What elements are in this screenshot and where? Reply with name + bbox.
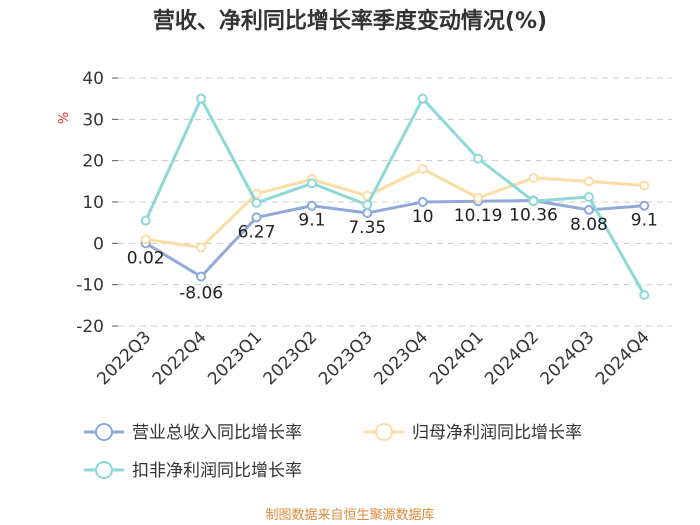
source-note: 制图数据来自恒生聚源数据库 — [265, 507, 434, 523]
series-line — [144, 97, 646, 296]
data-point — [417, 163, 428, 174]
series-3 — [140, 93, 650, 300]
legend-item: 扣非净利润同比增长率 — [84, 461, 302, 481]
y-axis-unit: % — [57, 112, 72, 124]
data-point — [362, 207, 373, 218]
data-point — [473, 153, 484, 164]
y-tick-label: 20 — [82, 152, 104, 172]
x-tick-label: 2023Q2 — [260, 327, 322, 389]
legend-label: 归母净利润同比增长率 — [412, 423, 582, 443]
data-label: 0.02 — [127, 248, 165, 268]
data-point — [196, 93, 207, 104]
x-tick-label: 2023Q4 — [370, 327, 432, 389]
data-point — [583, 176, 594, 187]
data-label: -8.06 — [179, 284, 223, 304]
data-label: 9.1 — [298, 211, 325, 231]
data-point — [306, 200, 317, 211]
data-point — [639, 290, 650, 300]
data-point — [306, 178, 317, 189]
data-point — [583, 192, 594, 203]
data-label: 6.27 — [238, 222, 276, 242]
data-point — [196, 271, 207, 282]
grid-layer — [118, 77, 672, 327]
y-tick-label: -20 — [76, 317, 104, 337]
x-tick-label: 2024Q4 — [592, 327, 654, 389]
y-tick-label: 0 — [93, 234, 104, 254]
x-tick-label: 2023Q1 — [204, 327, 266, 389]
data-point — [251, 212, 262, 223]
data-point — [140, 234, 151, 245]
data-point — [251, 197, 262, 208]
legend-item: 营业总收入同比增长率 — [84, 423, 302, 443]
series-line — [145, 167, 645, 249]
data-label: 10 — [412, 207, 434, 227]
legend-item: 归母净利润同比增长率 — [364, 423, 582, 443]
data-label: 7.35 — [348, 218, 386, 238]
x-axis-ticks: 2022Q32022Q42023Q12023Q22023Q32023Q42024… — [93, 327, 653, 389]
data-label: 9.1 — [631, 211, 658, 231]
y-tick-label: -10 — [76, 276, 104, 296]
data-point — [196, 242, 207, 253]
x-tick-label: 2023Q3 — [315, 327, 377, 389]
data-point — [473, 192, 484, 203]
series-line — [144, 199, 645, 279]
series-layer — [140, 93, 650, 300]
data-point — [417, 93, 428, 104]
data-point — [362, 199, 373, 210]
y-tick-label: 10 — [82, 193, 104, 213]
legend-marker — [95, 461, 113, 479]
x-tick-label: 2024Q3 — [537, 327, 599, 389]
data-label: 10.36 — [509, 206, 558, 226]
chart-title: 营收、净利同比增长率季度变动情况(%) — [153, 8, 547, 34]
data-point — [528, 173, 539, 184]
data-point — [639, 180, 650, 191]
data-label: 10.19 — [454, 206, 503, 226]
data-label: 8.08 — [570, 215, 608, 235]
data-labels: 0.02 -8.06 6.27 9.1 7.35 10 10.19 10.36 8.08 9.1 — [127, 206, 658, 304]
data-point — [639, 200, 650, 211]
data-point — [140, 215, 151, 226]
x-tick-label: 2022Q4 — [149, 327, 211, 389]
legend-label: 营业总收入同比增长率 — [132, 423, 302, 443]
legend-label: 扣非净利润同比增长率 — [132, 461, 302, 481]
series-1 — [140, 195, 650, 282]
x-tick-label: 2024Q2 — [481, 327, 543, 389]
data-point — [417, 197, 428, 207]
data-point — [528, 196, 539, 207]
y-tick-label: 40 — [82, 69, 104, 89]
y-tick-label: 30 — [82, 110, 104, 130]
legend-marker — [375, 423, 393, 441]
x-tick-label: 2024Q1 — [426, 327, 488, 389]
data-point — [583, 204, 594, 215]
legend-marker — [95, 423, 113, 441]
y-axis-ticks: 40 30 20 10 0 -10 -20 — [76, 69, 118, 337]
